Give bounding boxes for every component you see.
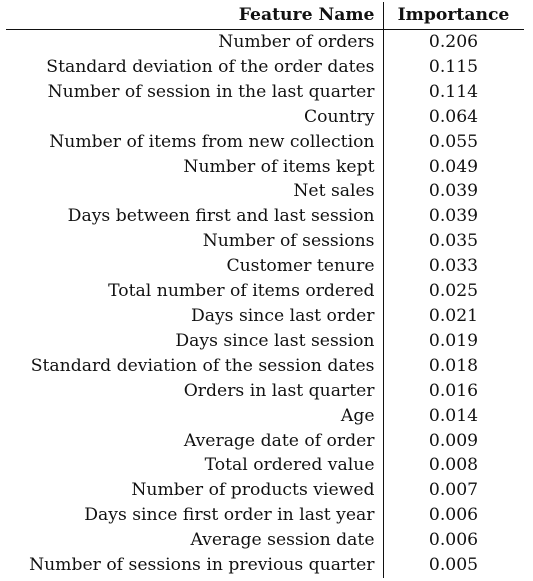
feature-name-cell: Total ordered value (6, 453, 384, 479)
importance-cell: 0.035 (428, 231, 479, 252)
importance-cell: 0.018 (428, 355, 479, 376)
importance-cell: 0.014 (428, 405, 479, 426)
table-row: Days since last order 0.021 (6, 303, 524, 329)
importance-cell: 0.025 (428, 281, 479, 302)
feature-name-cell: Total number of items ordered (6, 279, 384, 304)
table-row: Number of sessions in previous quarter 0.… (6, 553, 524, 578)
importance-cell: 0.039 (428, 181, 479, 202)
table-row: Standard deviation of the session dates 0… (6, 353, 524, 379)
table-row: Customer tenure 0.033 (6, 254, 524, 280)
importance-cell: 0.009 (428, 430, 479, 451)
table-row: Total ordered value 0.008 (6, 453, 524, 479)
table-row: Days since first order in last year 0.006 (6, 503, 524, 529)
header-row: Feature Name Importance (6, 2, 524, 30)
feature-name-cell: Number of products viewed (6, 478, 384, 504)
table-row: Number of orders 0.206 (6, 29, 524, 55)
feature-name-cell: Country (6, 104, 384, 130)
feature-name-cell: Net sales (6, 179, 384, 205)
importance-cell: 0.007 (428, 480, 479, 501)
importance-cell: 0.064 (428, 106, 479, 127)
feature-name-cell: Age (6, 403, 384, 429)
table-row: Average session date 0.006 (6, 528, 524, 554)
table-row: Standard deviation of the order dates 0.1… (6, 54, 524, 80)
table-row: Total number of items ordered 0.025 (6, 279, 524, 304)
feature-name-cell: Standard deviation of the session dates (6, 353, 384, 379)
importance-cell: 0.033 (428, 256, 479, 277)
table-row: Age 0.014 (6, 403, 524, 429)
importance-header: Importance (383, 2, 524, 30)
table-row: Number of session in the last quarter 0.1… (6, 79, 524, 105)
table-row: Number of products viewed 0.007 (6, 478, 524, 504)
importance-cell: 0.049 (428, 156, 479, 177)
importance-cell: 0.039 (428, 206, 479, 227)
importance-cell: 0.019 (428, 330, 479, 351)
feature-importance-table: Feature Name Importance Number of orders… (6, 2, 524, 578)
feature-name-cell: Days since last order (6, 303, 384, 329)
feature-name-cell: Orders in last quarter (6, 378, 384, 404)
importance-cell: 0.016 (428, 380, 479, 401)
importance-cell: 0.206 (428, 32, 479, 52)
feature-name-cell: Number of sessions in previous quarter (6, 553, 384, 578)
feature-name-cell: Number of orders (6, 29, 384, 55)
feature-name-header: Feature Name (6, 2, 384, 30)
table-row: Days between first and last session 0.039 (6, 204, 524, 230)
importance-cell: 0.008 (428, 455, 479, 476)
feature-name-cell: Number of sessions (6, 229, 384, 255)
feature-name-cell: Number of session in the last quarter (6, 79, 384, 105)
feature-name-cell: Standard deviation of the order dates (6, 54, 384, 80)
table-header: Feature Name Importance (6, 2, 524, 30)
table-row: Number of items kept 0.049 (6, 154, 524, 180)
table-row: Orders in last quarter 0.016 (6, 378, 524, 404)
feature-name-cell: Customer tenure (6, 254, 384, 280)
table-row: Country 0.064 (6, 104, 524, 130)
table-row: Days since last session 0.019 (6, 328, 524, 354)
feature-name-cell: Average session date (6, 528, 384, 554)
importance-cell: 0.006 (428, 505, 479, 526)
table-row: Average date of order 0.009 (6, 428, 524, 454)
table-row: Number of sessions 0.035 (6, 229, 524, 255)
feature-name-cell: Number of items from new collection (6, 129, 384, 155)
table-body: Number of orders 0.206 Standard deviation … (6, 29, 524, 578)
table-row: Net sales 0.039 (6, 179, 524, 205)
table-row: Number of items from new collection 0.055 (6, 129, 524, 155)
feature-name-cell: Average date of order (6, 428, 384, 454)
feature-name-cell: Days between first and last session (6, 204, 384, 230)
importance-cell: 0.115 (428, 56, 479, 77)
feature-name-cell: Number of items kept (6, 154, 384, 180)
feature-name-cell: Days since last session (6, 328, 384, 354)
importance-cell: 0.006 (428, 530, 479, 551)
importance-cell: 0.114 (428, 81, 479, 102)
importance-cell: 0.055 (428, 131, 479, 152)
feature-name-cell: Days since first order in last year (6, 503, 384, 529)
importance-cell: 0.021 (428, 305, 479, 326)
importance-cell: 0.005 (428, 555, 479, 576)
